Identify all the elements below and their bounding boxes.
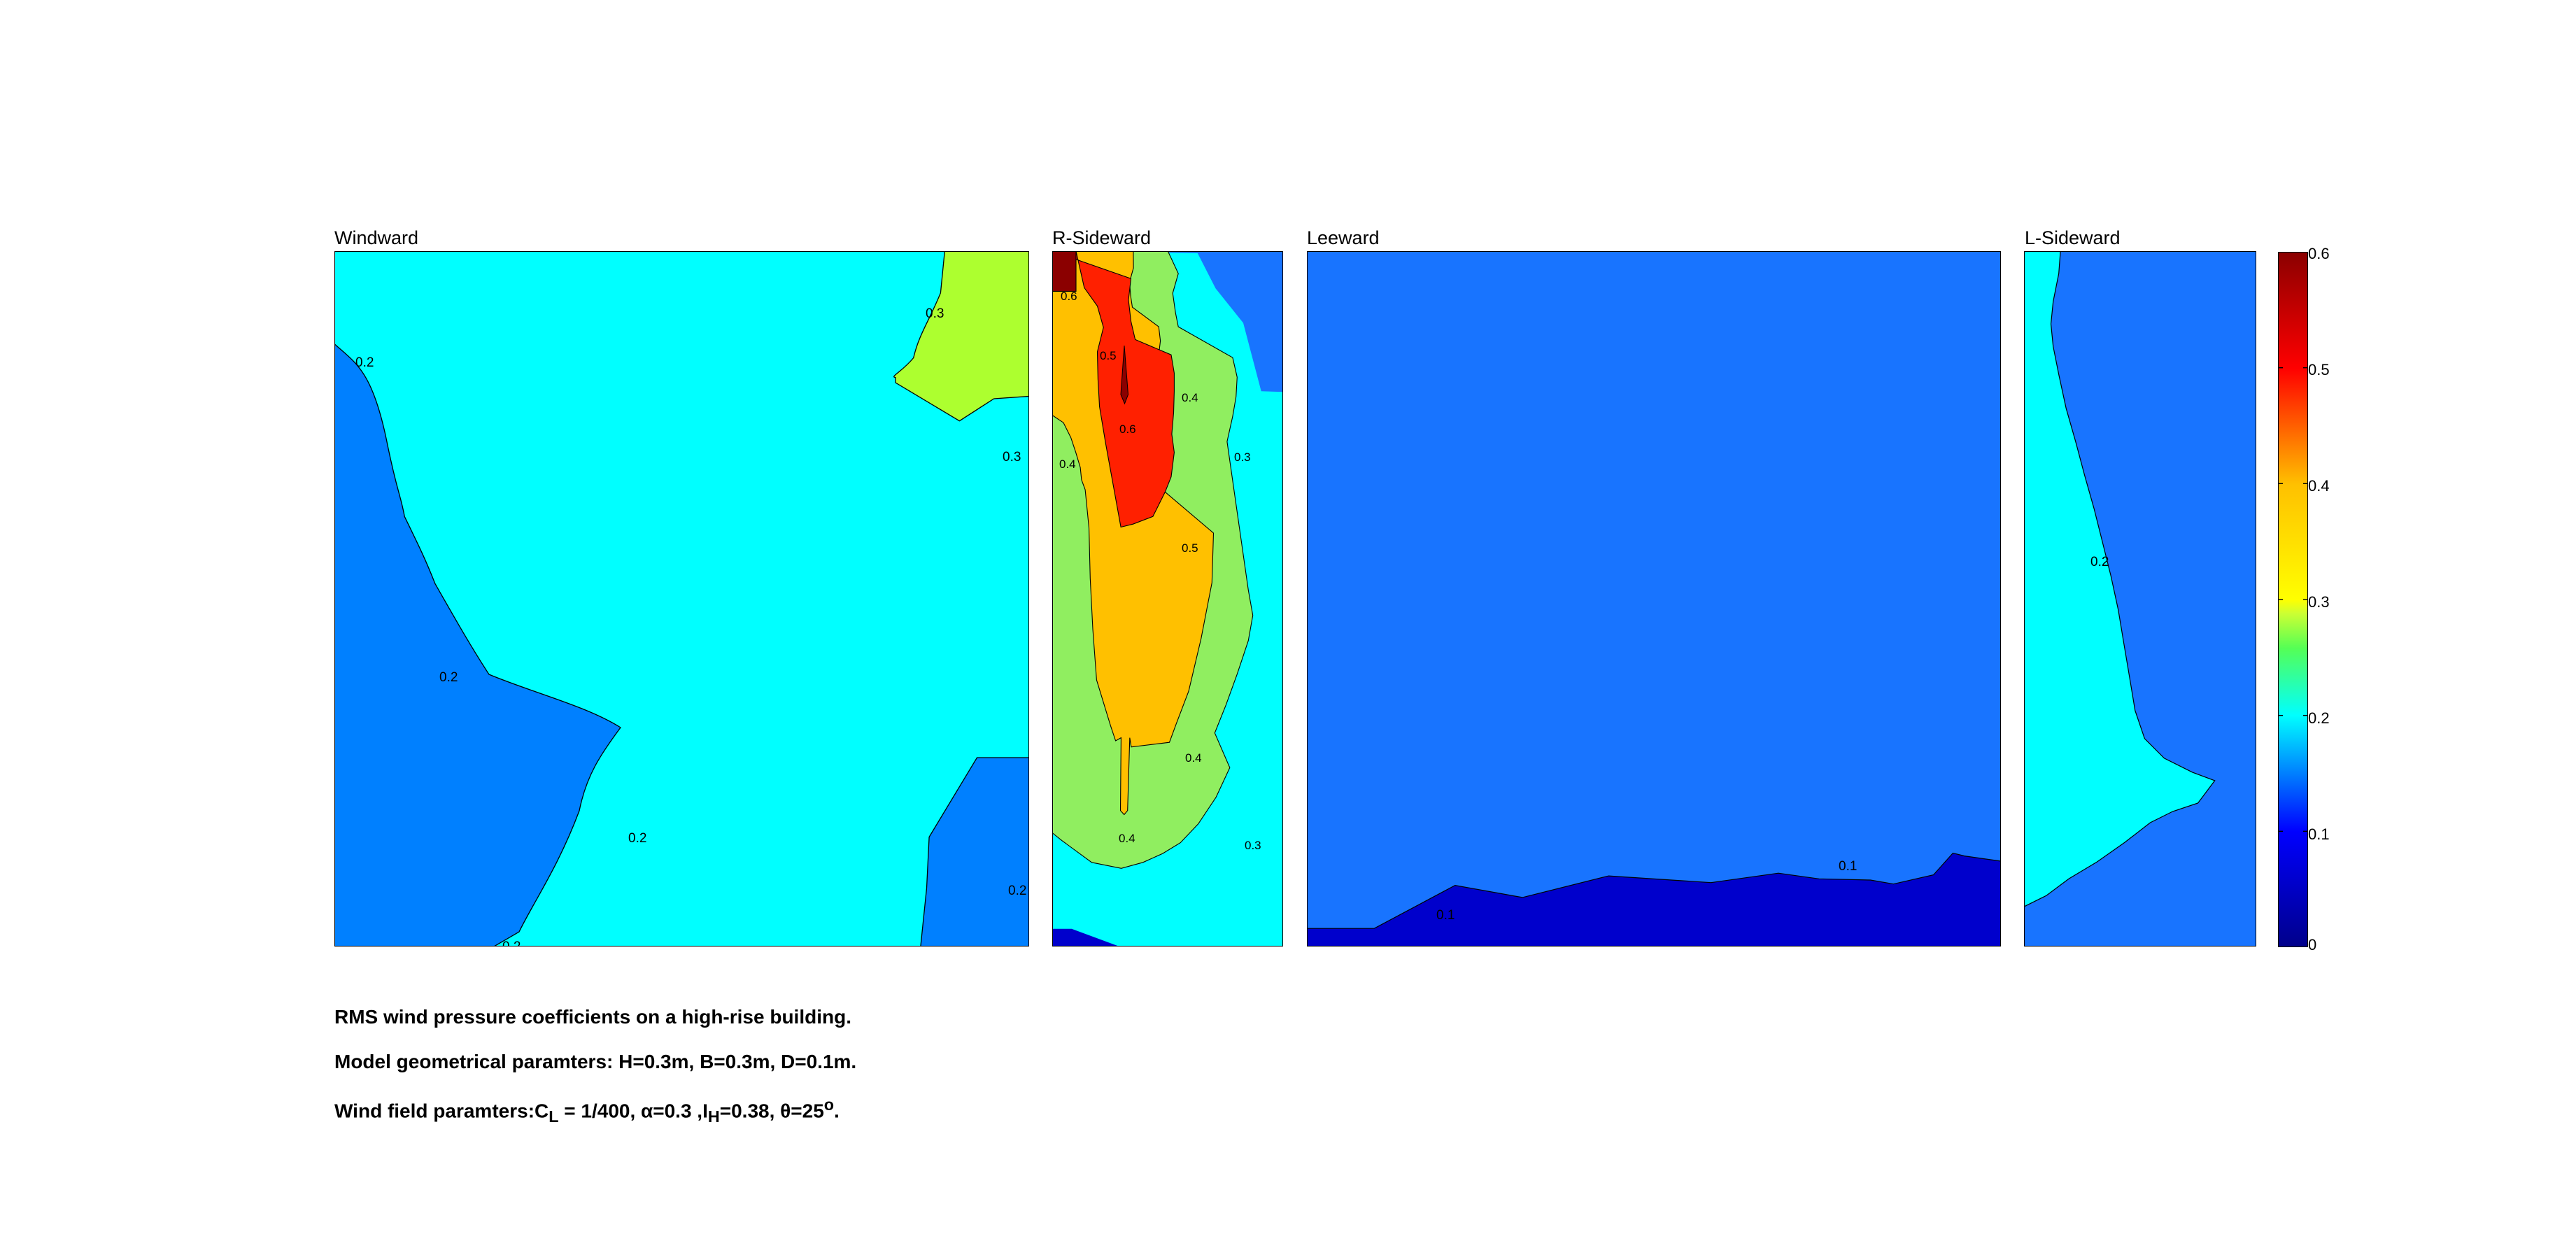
svg-text:0.4: 0.4 <box>1185 751 1202 765</box>
svg-text:0.2: 0.2 <box>355 355 374 370</box>
svg-text:0.3: 0.3 <box>1003 450 1021 465</box>
svg-text:0.2: 0.2 <box>439 670 458 685</box>
svg-text:0.2: 0.2 <box>1008 884 1026 898</box>
svg-text:0.3: 0.3 <box>1245 839 1261 852</box>
svg-text:0.1: 0.1 <box>1436 908 1455 923</box>
svg-text:0.4: 0.4 <box>1119 832 1135 845</box>
svg-text:0.6: 0.6 <box>1061 290 1077 303</box>
svg-text:0.6: 0.6 <box>1119 423 1136 436</box>
svg-text:0.2: 0.2 <box>2090 555 2109 569</box>
svg-text:0.5: 0.5 <box>1100 349 1117 362</box>
svg-text:0.2: 0.2 <box>628 831 646 846</box>
svg-text:0.4: 0.4 <box>1059 458 1076 471</box>
svg-text:0.2: 0.2 <box>502 939 521 946</box>
svg-text:0.1: 0.1 <box>1839 859 1857 874</box>
svg-text:0.5: 0.5 <box>1182 541 1198 555</box>
svg-text:0.3: 0.3 <box>1234 451 1251 464</box>
svg-text:0.4: 0.4 <box>1182 391 1198 404</box>
svg-text:0.3: 0.3 <box>926 306 944 321</box>
